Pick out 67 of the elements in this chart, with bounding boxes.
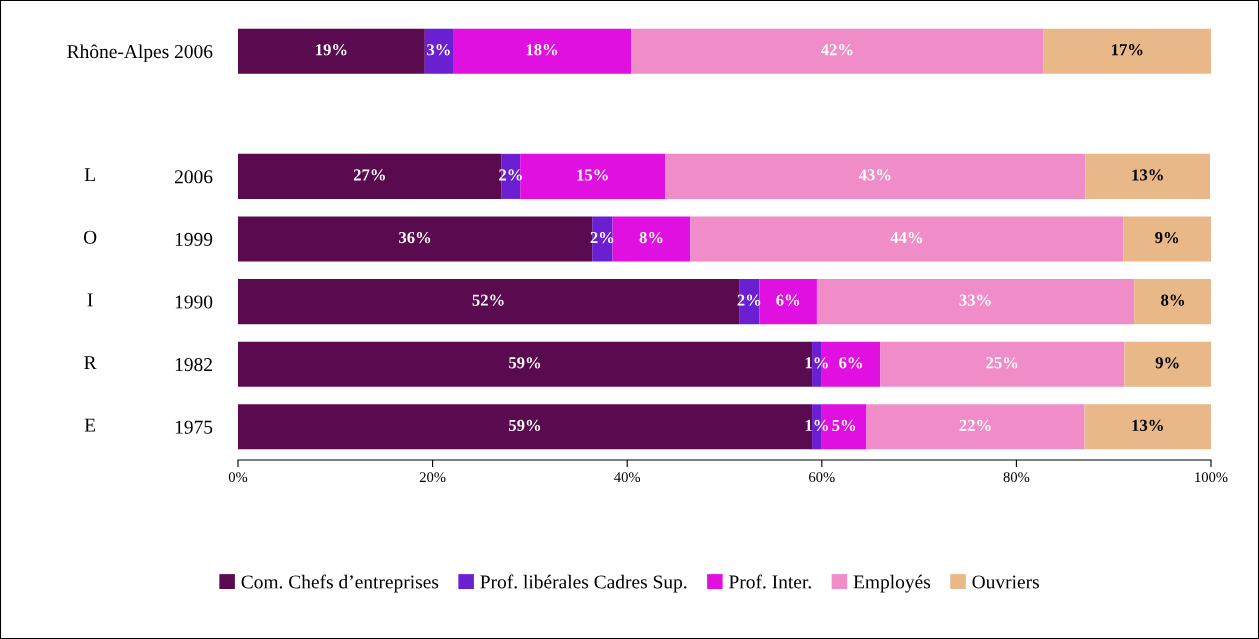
data-label: 19% — [316, 44, 347, 56]
data-label: 17% — [1111, 44, 1143, 56]
text: E — [84, 418, 96, 432]
data-label: 8% — [1161, 294, 1184, 306]
data-label: 15% — [577, 169, 608, 181]
data-label: 18% — [526, 44, 558, 56]
data-label: 36% — [399, 231, 431, 244]
y-tick-label: 1982 — [175, 358, 212, 372]
text: R — [84, 356, 97, 369]
bar — [1084, 404, 1211, 450]
bar — [816, 279, 1135, 325]
bar — [1085, 153, 1211, 199]
bar — [759, 279, 817, 325]
data-label: 9% — [1155, 357, 1179, 369]
y-tick-label: 1975 — [175, 420, 213, 434]
text: L — [84, 168, 95, 182]
data-label: 1% — [805, 357, 828, 369]
data-label: 6% — [776, 294, 800, 306]
bar — [1124, 341, 1211, 387]
data-label: 8% — [639, 231, 663, 244]
bar — [238, 28, 425, 74]
x-tick-label: 100% — [1195, 472, 1228, 483]
data-label: 59% — [509, 357, 541, 369]
bar — [690, 216, 1124, 262]
data-label: 13% — [1132, 419, 1163, 432]
y-tick-label: 1999 — [175, 232, 213, 246]
data-label: 25% — [986, 357, 1018, 369]
data-label: 42% — [820, 44, 853, 56]
data-label: 33% — [959, 294, 991, 306]
data-label: 9% — [1155, 231, 1179, 244]
bar — [1043, 28, 1211, 74]
bar — [1134, 279, 1211, 325]
data-label: 5% — [832, 419, 856, 432]
data-label: 22% — [959, 419, 991, 432]
data-label: 3% — [427, 44, 450, 56]
bar — [665, 153, 1086, 199]
data-label: 59% — [509, 419, 541, 432]
bar — [631, 28, 1044, 74]
bar — [520, 153, 666, 199]
bar — [866, 404, 1085, 450]
text: O — [83, 230, 97, 244]
bar — [1123, 216, 1211, 262]
x-tick-label: 80% — [1003, 472, 1030, 483]
legend-label: Ouvriers — [972, 575, 1039, 589]
bar — [880, 341, 1125, 387]
data-label: 27% — [353, 169, 385, 181]
legend-label: Prof. Inter. — [729, 574, 811, 589]
data-label: 13% — [1132, 169, 1163, 181]
bar — [612, 216, 691, 262]
y-tick-label: 1990 — [175, 295, 213, 309]
data-label: 1% — [805, 419, 828, 432]
legend-label: Employés — [853, 574, 931, 593]
bar — [424, 28, 454, 74]
data-label: 6% — [839, 357, 862, 369]
x-tick-label: 60% — [809, 472, 835, 483]
text: I — [87, 293, 93, 307]
y-tick-label: Rhône-Alpes 2006 — [67, 44, 213, 63]
bar — [453, 28, 632, 74]
data-label: 43% — [858, 169, 891, 181]
legend-label: Prof. libérales Cadres Sup. — [480, 574, 687, 593]
x-tick-label: 40% — [614, 472, 641, 483]
legend-label: Com. Chefs d’entreprises — [241, 574, 439, 593]
data-label: 44% — [890, 231, 923, 244]
x-tick-label: 0% — [228, 472, 248, 483]
x-tick-label: 20% — [419, 472, 446, 483]
data-label: 52% — [472, 294, 504, 306]
y-tick-label: 2006 — [174, 170, 213, 184]
